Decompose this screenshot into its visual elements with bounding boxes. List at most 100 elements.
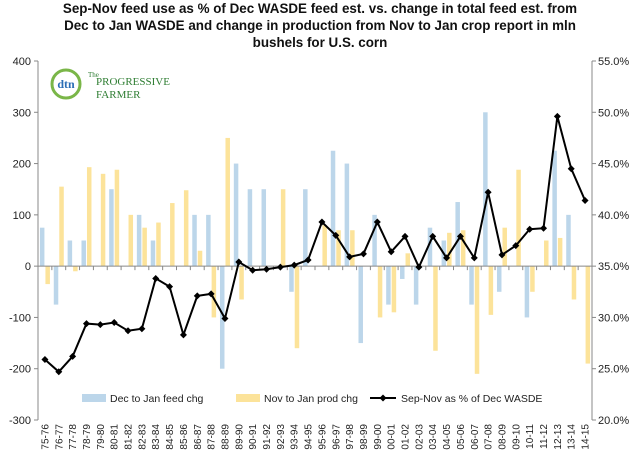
logo-mark: dtn: [57, 77, 75, 91]
line-point: [235, 258, 243, 266]
line-point: [221, 314, 229, 322]
left-tick-label: -200: [9, 364, 31, 376]
line-point: [443, 254, 451, 262]
x-tick-label: 99-00: [373, 424, 384, 450]
line-point: [55, 368, 63, 376]
right-tick-label: 30.0%: [598, 312, 629, 324]
bar-feed-chg: [524, 266, 530, 318]
right-tick-label: 35.0%: [598, 261, 629, 273]
line-point: [179, 331, 187, 339]
bar-feed-chg: [192, 214, 197, 267]
bar-prod-chg: [170, 203, 175, 267]
title-line-1: Sep-Nov feed use as % of Dec WASDE feed …: [62, 1, 578, 16]
x-tick-label: 85-86: [179, 424, 190, 450]
x-tick-label: 04-05: [442, 424, 453, 450]
bar-feed-chg: [219, 266, 225, 369]
bar-feed-chg: [261, 189, 267, 267]
left-tick-label: -100: [9, 312, 31, 324]
line-point: [124, 327, 132, 335]
line-point: [207, 290, 215, 298]
left-tick-label: 100: [13, 210, 31, 222]
line-point: [553, 112, 561, 120]
line-point: [138, 325, 146, 333]
x-tick-label: 77-78: [68, 424, 79, 450]
line-point: [346, 253, 354, 261]
line-point: [263, 265, 271, 273]
x-tick-label: 12-13: [553, 424, 564, 450]
line-point: [332, 231, 340, 239]
bar-prod-chg: [488, 266, 494, 315]
bar-prod-chg: [100, 173, 106, 267]
x-tick-label: 94-95: [304, 424, 315, 450]
bar-feed-chg: [303, 189, 308, 267]
bar-prod-chg: [350, 230, 355, 267]
bar-prod-chg: [183, 190, 189, 267]
x-tick-label: 01-02: [401, 424, 412, 450]
x-tick-label: 05-06: [456, 424, 467, 450]
legend-label-prod: Nov to Jan prod chg: [264, 393, 358, 405]
x-tick-label: 81-82: [124, 424, 135, 450]
x-tick-label: 03-04: [428, 424, 439, 450]
bar-prod-chg: [211, 266, 217, 318]
legend: Dec to Jan feed chg Nov to Jan prod chg …: [82, 393, 542, 405]
bar-prod-chg: [391, 266, 397, 313]
x-tick-labels: 75-76 76-77 77-78 78-79 79-80 80-81 81-82 82-83…: [40, 424, 591, 450]
title-line-2: Dec to Jan WASDE and change in productio…: [64, 18, 576, 33]
bar-feed-chg: [552, 150, 557, 267]
x-tick-label: 86-87: [193, 424, 204, 450]
line-point: [96, 321, 104, 329]
x-tick-label: 02-03: [414, 424, 425, 450]
bar-prod-chg: [447, 232, 452, 267]
left-tick-label: 400: [13, 56, 31, 68]
title-line-3: bushels for U.S. corn: [252, 35, 388, 50]
bar-prod-chg: [86, 167, 92, 267]
bar-prod-chg: [530, 266, 535, 292]
bar-feed-chg: [150, 240, 156, 267]
dtn-progressive-farmer-logo: dtn The PROGRESSIVE FARMER: [48, 68, 170, 102]
line-point: [193, 292, 201, 300]
x-tick-label: 98-99: [359, 424, 370, 450]
left-tick-label: 0: [25, 261, 31, 273]
legend-swatch-marker: [379, 394, 387, 402]
x-tick-label: 92-93: [276, 424, 287, 450]
x-tick-label: 89-90: [234, 424, 245, 450]
bar-feed-chg: [81, 240, 86, 267]
logo-line-1: PROGRESSIVE: [96, 76, 170, 88]
line-point: [41, 355, 49, 363]
bar-feed-chg: [358, 266, 363, 344]
x-tick-label: 87-88: [207, 424, 218, 450]
bar-feed-chg: [53, 266, 59, 305]
bar-prod-chg: [45, 266, 50, 285]
bar-prod-chg: [557, 237, 563, 267]
x-tick-label: 07-08: [484, 424, 495, 450]
right-tick-label: 45.0%: [598, 159, 629, 171]
bar-feed-chg: [372, 214, 377, 267]
left-tick-label: -300: [9, 415, 31, 427]
line-point: [401, 232, 409, 240]
bar-prod-chg: [197, 250, 203, 267]
bar-feed-chg: [136, 214, 142, 267]
bar-feed-chg: [566, 214, 571, 267]
line-sep-nov-pct: [44, 116, 586, 374]
line-point: [567, 165, 575, 173]
line-point: [249, 266, 257, 274]
bar-prod-chg: [516, 169, 521, 267]
bar-feed-chg: [330, 150, 336, 267]
bar-prod-chg: [377, 266, 383, 318]
x-tick-label: 95-96: [317, 424, 328, 450]
bar-prod-chg: [73, 266, 78, 272]
x-tick-label: 96-97: [331, 424, 342, 450]
legend-swatch-feed: [82, 394, 106, 402]
line-point: [581, 196, 589, 204]
bar-feed-chg: [109, 189, 114, 267]
bar-feed-chg: [427, 227, 433, 267]
bar-prod-chg: [585, 266, 591, 364]
line-point: [304, 256, 312, 264]
logo-line-2: FARMER: [96, 89, 141, 101]
line-point: [540, 224, 548, 232]
x-tick-label: 80-81: [110, 424, 121, 450]
bar-feed-chg: [469, 266, 474, 305]
line-point: [82, 320, 90, 328]
line-point: [387, 248, 395, 256]
